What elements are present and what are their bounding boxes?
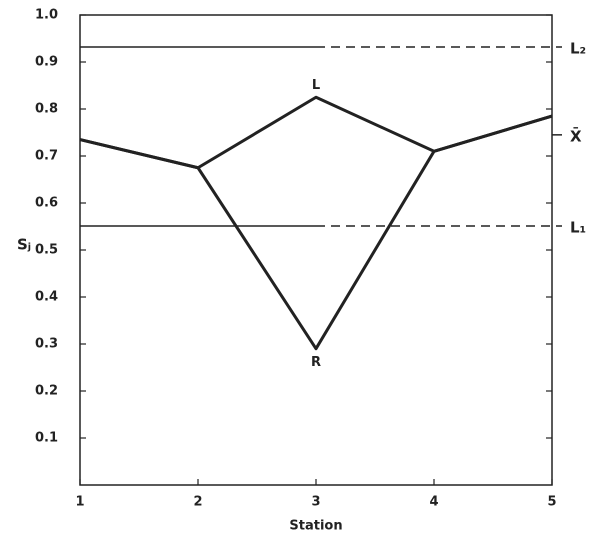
series-line xyxy=(79,114,553,351)
y-tick-label: 0.4 xyxy=(35,290,58,305)
y-axis-label: Sⱼ xyxy=(17,236,31,254)
reference-label: L₂ xyxy=(570,39,586,57)
series-label: L xyxy=(312,78,320,93)
y-tick-label: 0.5 xyxy=(35,243,58,258)
y-tick-label: 0.3 xyxy=(35,337,58,352)
x-axis-label: Station xyxy=(289,519,342,534)
x-tick-label: 2 xyxy=(193,495,202,510)
y-tick-label: 0.1 xyxy=(35,431,58,446)
y-tick-label: 0.8 xyxy=(35,102,58,117)
x-tick-label: 5 xyxy=(547,495,556,510)
y-tick-label: 0.6 xyxy=(35,196,58,211)
x-tick-label: 4 xyxy=(429,495,438,510)
reference-label: L₁ xyxy=(570,219,586,237)
y-tick-label: 0.9 xyxy=(35,55,58,70)
x-tick-label: 3 xyxy=(311,495,320,510)
series-label: R xyxy=(311,355,321,370)
x-tick-label: 1 xyxy=(75,495,84,510)
reference-label: X̄ xyxy=(570,126,582,146)
y-tick-label: 0.7 xyxy=(35,149,58,164)
y-tick-label: 0.2 xyxy=(35,384,58,399)
y-tick-label: 1.0 xyxy=(35,8,58,23)
